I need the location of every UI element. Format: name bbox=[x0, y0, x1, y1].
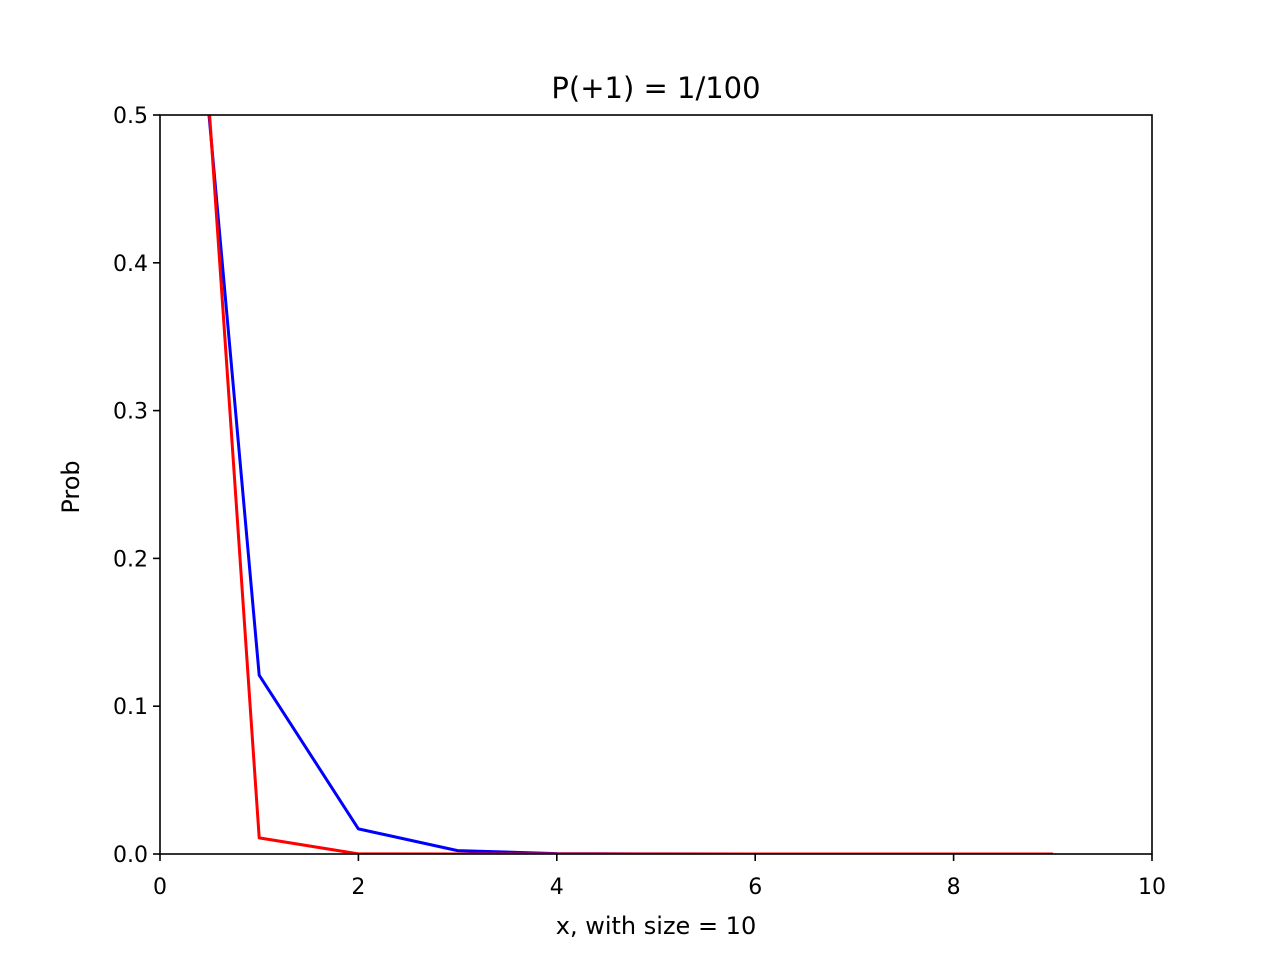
series-line-1 bbox=[208, 115, 1053, 854]
y-tick-label: 0.1 bbox=[113, 695, 148, 720]
y-tick-label: 0.3 bbox=[113, 400, 148, 425]
y-tick-label: 0.2 bbox=[113, 547, 148, 572]
x-tick-label: 0 bbox=[153, 875, 167, 900]
x-tick-label: 10 bbox=[1138, 875, 1166, 900]
y-tick-label: 0.0 bbox=[113, 843, 148, 868]
x-axis: 0 2 4 6 8 10 bbox=[153, 854, 1166, 900]
x-axis-label: x, with size = 10 bbox=[556, 912, 756, 940]
y-axis: 0.0 0.1 0.2 0.3 0.4 0.5 bbox=[113, 104, 160, 868]
x-tick-label: 6 bbox=[748, 875, 762, 900]
y-axis-label: Prob bbox=[57, 460, 85, 513]
x-tick-label: 4 bbox=[550, 875, 564, 900]
x-tick-label: 8 bbox=[947, 875, 961, 900]
y-tick-label: 0.5 bbox=[113, 104, 148, 129]
x-tick-label: 2 bbox=[351, 875, 365, 900]
y-tick-label: 0.4 bbox=[113, 252, 148, 277]
chart-title: P(+1) = 1/100 bbox=[551, 71, 760, 105]
plot-frame bbox=[159, 114, 1153, 855]
